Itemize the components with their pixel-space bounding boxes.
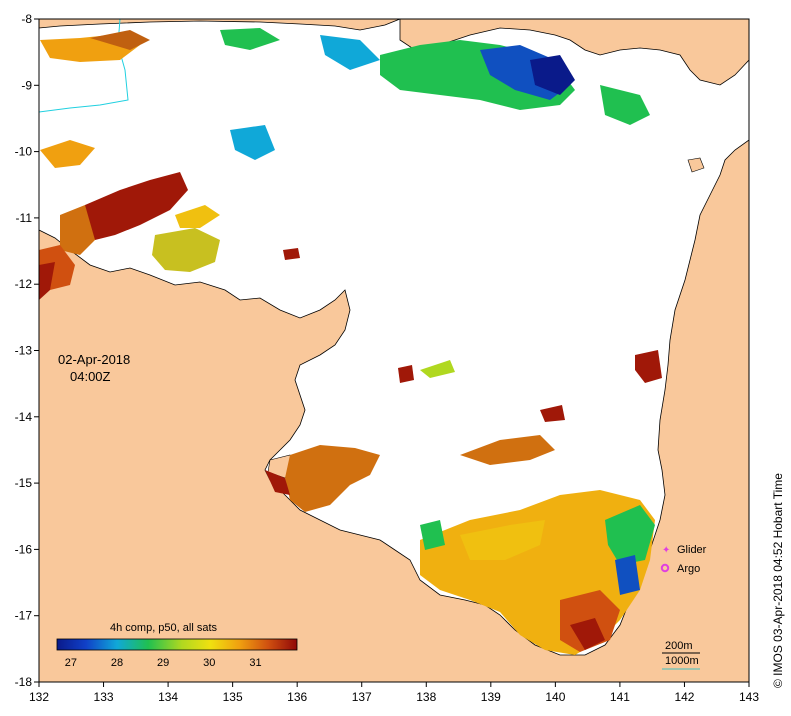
credit-text: © IMOS 03-Apr-2018 04:52 Hobart Time (771, 473, 785, 688)
x-tick-label: 143 (739, 690, 759, 704)
sst-patches (39, 28, 662, 655)
y-tick-label: -14 (15, 410, 33, 424)
y-tick-label: -8 (21, 12, 32, 26)
land-northern-territory (39, 139, 749, 682)
y-tick-label: -10 (15, 145, 33, 159)
colorbar-tick-label: 28 (111, 657, 123, 669)
x-tick-label: 132 (29, 690, 49, 704)
y-tick-label: -12 (15, 277, 33, 291)
y-tick-label: -17 (15, 609, 33, 623)
x-tick-label: 133 (94, 690, 114, 704)
colorbar-tick-label: 29 (157, 657, 169, 669)
x-tick-label: 136 (287, 690, 307, 704)
y-tick-label: -13 (15, 344, 33, 358)
colorbar-tick-label: 31 (249, 657, 261, 669)
isobath-200m-label: 200m (665, 640, 693, 652)
x-tick-label: 137 (352, 690, 372, 704)
colorbar-ticks: 27 28 29 30 31 (65, 657, 262, 669)
land-small-island (687, 157, 705, 173)
x-tick-label: 139 (481, 690, 501, 704)
land-new-guinea (399, 19, 749, 86)
colorbar (56, 638, 298, 651)
y-tick-label: -11 (16, 211, 33, 225)
colorbar-title: 4h comp, p50, all sats (110, 622, 218, 634)
argo-marker (660, 563, 670, 573)
y-axis: -8 -9 -10 -11 -12 -13 -14 -15 -16 -17 -18 (15, 12, 39, 689)
x-tick-label: 135 (223, 690, 243, 704)
date-label: 02-Apr-2018 (58, 352, 130, 367)
colorbar-tick-label: 27 (65, 657, 77, 669)
x-axis: 132 133 134 135 136 137 138 139 140 141 142 143 (29, 682, 759, 704)
argo-label: Argo (677, 563, 700, 575)
y-tick-label: -15 (15, 476, 33, 490)
x-tick-label: 138 (416, 690, 436, 704)
glider-marker: ✦ (662, 545, 670, 556)
x-tick-label: 134 (158, 690, 178, 704)
y-tick-label: -16 (15, 542, 33, 556)
y-tick-label: -18 (15, 675, 33, 689)
colorbar-tick-label: 30 (203, 657, 215, 669)
glider-label: Glider (677, 544, 707, 556)
isobath-1000m-label: 1000m (665, 655, 699, 667)
x-tick-label: 141 (610, 690, 630, 704)
time-label: 04:00Z (70, 369, 111, 384)
x-tick-label: 142 (674, 690, 694, 704)
y-tick-label: -9 (21, 78, 32, 92)
land-timor (39, 19, 401, 31)
x-tick-label: 140 (545, 690, 565, 704)
